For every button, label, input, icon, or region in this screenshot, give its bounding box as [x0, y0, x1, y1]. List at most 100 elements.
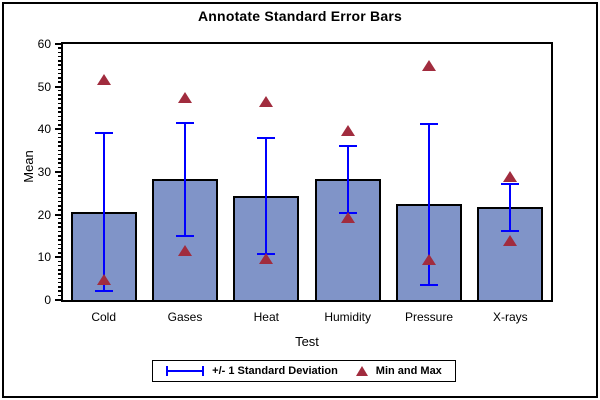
error-bar-line [509, 183, 512, 231]
error-bar-line [102, 132, 105, 291]
y-tick-label: 60 [37, 37, 51, 51]
category-label: Cold [91, 310, 116, 324]
min-triangle-marker [422, 253, 436, 265]
y-minor-tick [58, 166, 62, 169]
y-minor-tick [58, 239, 62, 241]
y-minor-tick [58, 158, 62, 160]
y-minor-tick [58, 247, 62, 250]
y-minor-tick [58, 136, 62, 139]
y-minor-tick [58, 77, 62, 79]
y-minor-tick [58, 111, 62, 113]
y-tick-label: 40 [37, 122, 51, 137]
y-minor-tick [58, 281, 62, 284]
y-minor-tick [58, 115, 62, 118]
min-triangle-marker [503, 235, 518, 247]
error-bar-cap-top [420, 123, 438, 126]
y-minor-tick [58, 98, 62, 100]
y-major-tick [55, 85, 62, 88]
y-tick-label: 20 [37, 207, 51, 222]
y-minor-tick [58, 51, 62, 54]
y-minor-tick [58, 235, 62, 237]
y-minor-tick [58, 209, 62, 211]
y-minor-tick [58, 89, 62, 92]
error-bar-cap-top [94, 131, 113, 134]
y-minor-tick [58, 196, 62, 199]
y-major-tick [55, 256, 62, 259]
error-bar-cap-bottom [501, 229, 520, 232]
error-bar-cap-top [338, 144, 357, 147]
category-label: Heat [253, 310, 279, 324]
y-minor-tick [58, 269, 62, 271]
error-bar-line [428, 124, 430, 285]
legend-errorbar-label: +/- 1 Standard Deviation [212, 365, 338, 377]
y-minor-tick [58, 47, 62, 49]
min-triangle-marker [96, 274, 111, 286]
legend-errorbar-icon [166, 366, 205, 376]
y-minor-tick [58, 205, 62, 207]
min-triangle-marker [259, 253, 274, 265]
max-triangle-marker [503, 171, 518, 183]
y-minor-tick [58, 264, 62, 267]
y-major-tick [55, 128, 62, 131]
y-minor-tick [58, 149, 62, 152]
y-minor-tick [58, 192, 62, 194]
y-minor-tick [58, 179, 62, 182]
chart-title: Annotate Standard Error Bars [198, 8, 402, 24]
y-tick-label: 50 [37, 79, 51, 94]
y-minor-tick [58, 175, 62, 177]
category-label: Humidity [324, 310, 371, 324]
y-minor-tick [58, 72, 62, 75]
y-minor-tick [58, 260, 62, 263]
error-bar-line [184, 122, 186, 236]
category-label: Gases [167, 310, 203, 324]
y-minor-tick [58, 64, 62, 66]
y-minor-tick [58, 60, 62, 62]
y-minor-tick [58, 162, 62, 164]
y-minor-tick [58, 294, 62, 297]
legend-box: +/- 1 Standard Deviation Min and Max [152, 360, 456, 382]
max-triangle-marker [178, 91, 192, 103]
y-minor-tick [58, 145, 62, 147]
y-minor-tick [58, 81, 62, 83]
y-minor-tick [58, 55, 62, 58]
error-bar-line [265, 138, 268, 255]
y-minor-tick [58, 222, 62, 224]
x-axis-label: Test [295, 334, 319, 349]
y-major-tick [55, 213, 62, 216]
error-bar-line [346, 145, 349, 213]
y-minor-tick [58, 200, 62, 203]
y-minor-tick [58, 141, 62, 143]
y-minor-tick [58, 68, 62, 71]
y-minor-tick [58, 153, 62, 156]
y-major-tick [55, 43, 62, 45]
y-minor-tick [58, 243, 62, 246]
y-major-tick [55, 171, 62, 173]
y-minor-tick [58, 273, 62, 275]
y-tick-label: 10 [37, 250, 51, 265]
y-minor-tick [58, 277, 62, 280]
y-minor-tick [58, 124, 62, 126]
y-minor-tick [58, 230, 62, 233]
y-minor-tick [58, 252, 62, 254]
y-minor-tick [58, 217, 62, 220]
y-minor-tick [58, 290, 62, 292]
y-minor-tick [58, 183, 62, 186]
category-label: X-rays [492, 310, 528, 324]
error-bar-cap-bottom [420, 283, 438, 286]
y-minor-tick [58, 94, 62, 96]
error-bar-cap-top [257, 137, 276, 140]
category-label: Pressure [404, 310, 454, 324]
error-bar-cap-top [501, 182, 520, 185]
max-triangle-marker [96, 74, 111, 86]
y-minor-tick [58, 132, 62, 135]
legend-triangle-icon [355, 366, 368, 376]
max-triangle-marker [422, 60, 436, 72]
y-minor-tick [58, 286, 62, 288]
legend-minmax-label: Min and Max [375, 365, 442, 377]
y-minor-tick [58, 107, 62, 109]
min-triangle-marker [340, 211, 355, 223]
y-tick-label: 30 [37, 165, 51, 179]
y-tick-label: 0 [44, 293, 51, 307]
